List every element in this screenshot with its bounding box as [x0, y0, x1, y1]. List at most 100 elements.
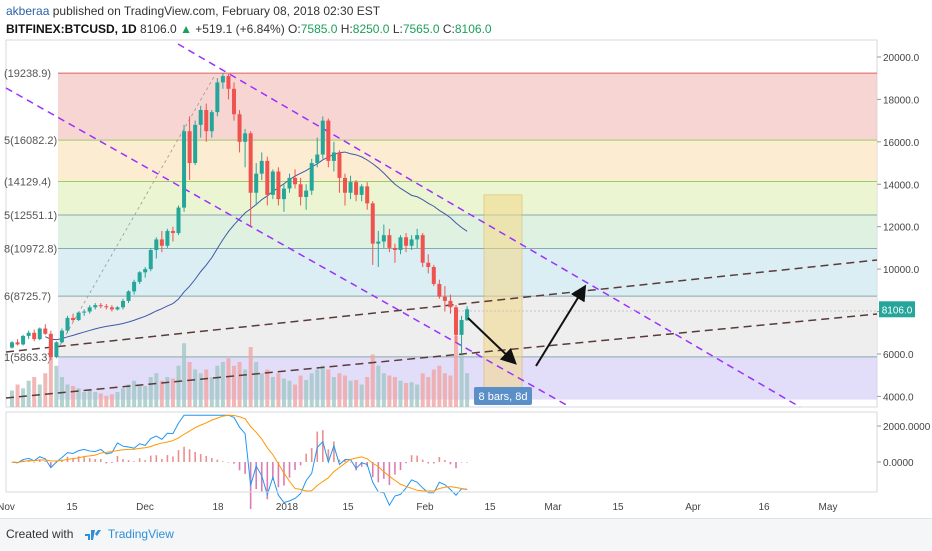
volume-bar — [21, 388, 26, 407]
channel-upper-line — [177, 43, 801, 408]
macd-histogram-bar — [322, 430, 324, 462]
volume-bar — [137, 384, 142, 407]
volume-bar — [32, 377, 37, 407]
price-tick-label: 10000.0 — [883, 265, 920, 276]
volume-bar — [232, 365, 236, 407]
macd-histogram-bar — [421, 459, 424, 462]
volume-bar — [26, 380, 31, 407]
macd-histogram-bar — [105, 462, 108, 464]
volume-bar — [215, 365, 220, 407]
macd-histogram-bar — [127, 460, 130, 462]
macd-histogram-bar — [77, 456, 80, 462]
published-text: published on TradingView.com, February 0… — [52, 4, 381, 18]
candle-body — [365, 186, 370, 204]
macd-histogram-bar — [377, 462, 380, 483]
fib-band — [58, 296, 877, 357]
candle-body — [370, 203, 375, 244]
candle-body — [148, 250, 153, 270]
candle-body — [32, 332, 37, 340]
volume-bar — [320, 365, 325, 407]
low-label: L: — [392, 22, 403, 36]
macd-pane — [5, 411, 878, 493]
author-link[interactable]: akberaa — [6, 4, 50, 18]
macd-histogram-bar — [438, 457, 441, 462]
macd-histogram-bar — [94, 459, 97, 462]
candle-body — [87, 307, 92, 312]
candle-body — [392, 247, 397, 251]
candle-body — [159, 239, 164, 246]
time-tick-label: Dec — [136, 502, 154, 513]
candle-body — [442, 296, 447, 301]
time-tick-label: 18 — [212, 502, 224, 513]
signal-line — [11, 414, 468, 492]
up-arrow-icon: ▲ — [180, 22, 192, 36]
macd-histogram-bar — [399, 462, 402, 471]
candle-body — [15, 342, 20, 345]
macd-histogram-bar — [211, 458, 213, 462]
candle-body — [431, 266, 436, 284]
macd-histogram-bar — [149, 455, 152, 462]
macd-histogram-bar — [460, 462, 463, 463]
candle-body — [426, 262, 431, 267]
volume-bar — [204, 369, 209, 407]
volume-bar — [87, 390, 92, 407]
volume-bar — [182, 343, 187, 407]
volume-bar — [65, 384, 70, 407]
candle-body — [204, 110, 209, 132]
candle-body — [71, 317, 76, 321]
volume-bar — [354, 380, 359, 407]
volume-bar — [392, 377, 397, 407]
macd-histogram-bar — [355, 462, 357, 471]
candle-body — [65, 317, 70, 331]
tradingview-brand-link[interactable]: TradingView — [107, 527, 174, 541]
candle-body — [93, 305, 98, 308]
volume-bar — [71, 386, 76, 407]
candle-body — [104, 306, 109, 308]
macd-histogram-bar — [83, 456, 85, 462]
candle-body — [304, 190, 309, 197]
volume-bar — [459, 354, 464, 407]
candle-body — [170, 230, 175, 234]
candle-body — [420, 235, 425, 263]
price-chart[interactable]: (19238.9) 5(16082.2) (14129.4) 5(12551.1) 8(… — [0, 0, 932, 518]
volume-bar — [226, 358, 231, 407]
macd-tick-label: 2000.0000 — [883, 422, 931, 433]
symbol-name[interactable]: BITFINEX:BTCUSD, 1D — [6, 22, 137, 36]
last-price-tag-label: 8106.0 — [882, 305, 913, 316]
candle-body — [126, 291, 131, 301]
volume-bar — [365, 377, 370, 407]
volume-bar — [370, 354, 375, 407]
candle-body — [404, 237, 409, 246]
volume-bar — [404, 383, 409, 407]
bars-count-label: 8 bars, 8d — [479, 391, 528, 403]
volume-bar — [293, 384, 298, 407]
volume-bar — [254, 362, 259, 407]
volume-bar — [109, 394, 114, 407]
open-value: 7585.0 — [300, 22, 338, 36]
candle-body — [193, 124, 198, 164]
volume-bar — [381, 373, 386, 407]
candle-body — [454, 307, 458, 335]
candle-body — [82, 311, 87, 313]
volume-bar — [176, 365, 181, 407]
time-tick-label: Nov — [0, 502, 15, 513]
candle-body — [48, 333, 53, 358]
price-change: +519.1 (+6.84%) — [195, 22, 285, 36]
macd-histogram-bar — [360, 462, 363, 467]
time-tick-label: Feb — [416, 502, 434, 513]
volume-bar — [304, 380, 309, 407]
price-tick-label: 18000.0 — [883, 95, 920, 106]
candle-body — [354, 182, 359, 195]
volume-bar — [298, 375, 303, 407]
volume-bar — [143, 386, 148, 407]
macd-histogram-bar — [349, 462, 352, 463]
volume-bar — [387, 375, 392, 407]
macd-histogram-bar — [277, 462, 280, 488]
macd-histogram-bar — [100, 459, 102, 462]
macd-histogram-bar — [383, 462, 385, 479]
macd-tick-label: 0.0000 — [883, 458, 914, 469]
macd-histogram-bar — [466, 462, 468, 463]
macd-histogram-bar — [111, 462, 113, 463]
candle-body — [26, 332, 31, 336]
trend-line-lower — [5, 313, 878, 399]
